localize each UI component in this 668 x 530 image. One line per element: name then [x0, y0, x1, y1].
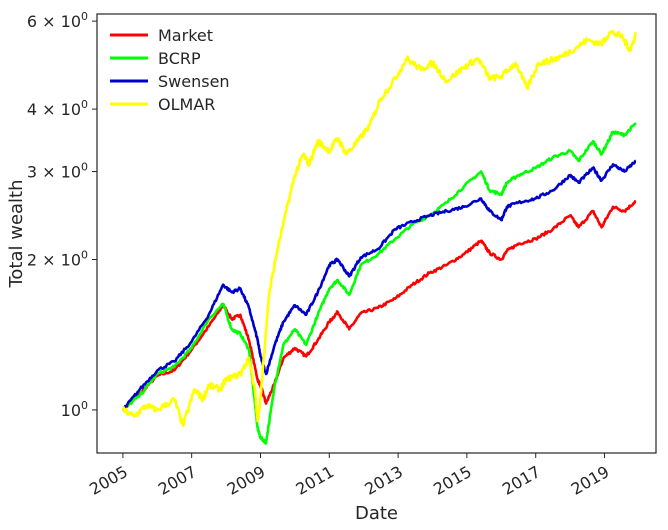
x-tick-label: 2019 [568, 462, 613, 499]
x-tick-label: 2011 [293, 462, 338, 499]
y-tick-label: 6 × 100 [27, 10, 88, 31]
y-tick-label: 2 × 100 [27, 249, 88, 270]
y-tick-label: 4 × 100 [27, 98, 88, 119]
series-line-bcrp [121, 122, 637, 445]
legend: Market BCRP Swensen OLMAR [110, 26, 230, 114]
x-tick-label: 2007 [155, 462, 200, 499]
x-axis-label: Date [355, 503, 398, 524]
y-axis-label: Total wealth [6, 179, 27, 288]
x-tick-label: 2017 [499, 462, 544, 499]
legend-label-swensen: Swensen [158, 72, 230, 91]
legend-label-bcrp: BCRP [158, 49, 201, 68]
series-lines [121, 30, 638, 445]
x-tick-label: 2015 [430, 462, 475, 499]
y-tick-label: 3 × 100 [27, 161, 88, 182]
legend-label-market: Market [158, 26, 213, 45]
plot-frame [96, 13, 657, 454]
y-axis-ticks: 100 2 × 100 3 × 100 4 × 100 6 × 100 [27, 10, 97, 420]
series-line-swensen [121, 159, 637, 411]
y-tick-label: 100 [61, 399, 88, 420]
x-tick-label: 2013 [361, 462, 406, 499]
legend-label-olmar: OLMAR [158, 95, 215, 114]
series-line-market [122, 199, 637, 412]
x-tick-label: 2009 [224, 462, 269, 499]
x-axis-ticks: 2005 2007 2009 2011 2013 2015 2017 2019 [86, 453, 612, 499]
x-tick-label: 2005 [86, 462, 131, 499]
series-line-olmar [121, 30, 638, 428]
